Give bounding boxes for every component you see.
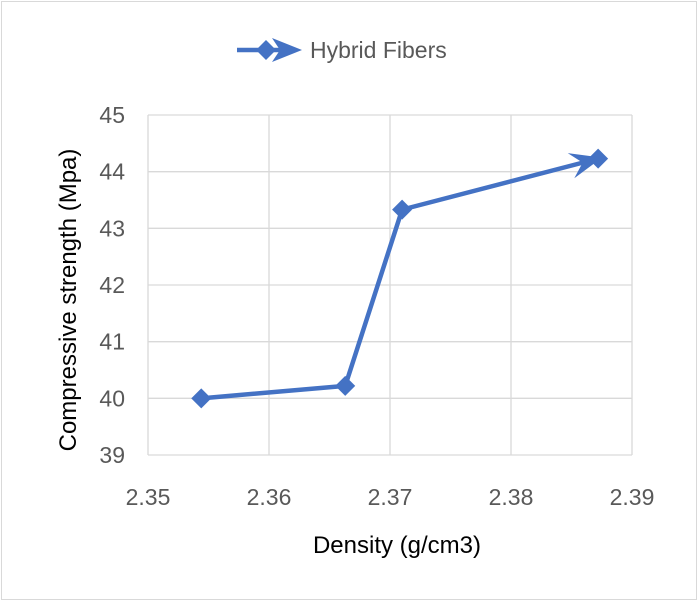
legend-marker	[256, 40, 276, 60]
y-axis-title: Compressive strength (Mpa)	[55, 149, 82, 452]
legend: Hybrid Fibers	[237, 37, 447, 63]
x-tick-label: 2.35	[126, 484, 171, 510]
y-tick-label: 45	[99, 102, 125, 128]
x-tick-label: 2.37	[368, 484, 413, 510]
x-axis-title: Density (g/cm3)	[313, 532, 481, 559]
x-tick-label: 2.38	[489, 484, 534, 510]
x-tick-labels: 2.35 2.36 2.37 2.38 2.39	[126, 484, 655, 510]
data-point	[191, 388, 212, 409]
series-line	[201, 156, 599, 401]
series-arrow-head	[567, 153, 602, 179]
data-point	[392, 199, 413, 220]
y-tick-label: 43	[99, 215, 125, 241]
x-tick-label: 2.39	[610, 484, 655, 510]
y-tick-label: 42	[99, 272, 125, 298]
y-tick-labels: 45 44 43 42 41 40 39	[99, 102, 125, 468]
y-tick-label: 44	[99, 159, 125, 185]
y-tick-label: 39	[99, 442, 125, 468]
series-layer	[191, 148, 609, 409]
legend-label: Hybrid Fibers	[310, 37, 447, 63]
y-tick-label: 41	[99, 329, 125, 355]
y-tick-label: 40	[99, 385, 125, 411]
x-tick-label: 2.36	[247, 484, 292, 510]
legend-arrow	[272, 38, 302, 62]
grid	[147, 114, 633, 456]
data-point	[335, 375, 356, 396]
